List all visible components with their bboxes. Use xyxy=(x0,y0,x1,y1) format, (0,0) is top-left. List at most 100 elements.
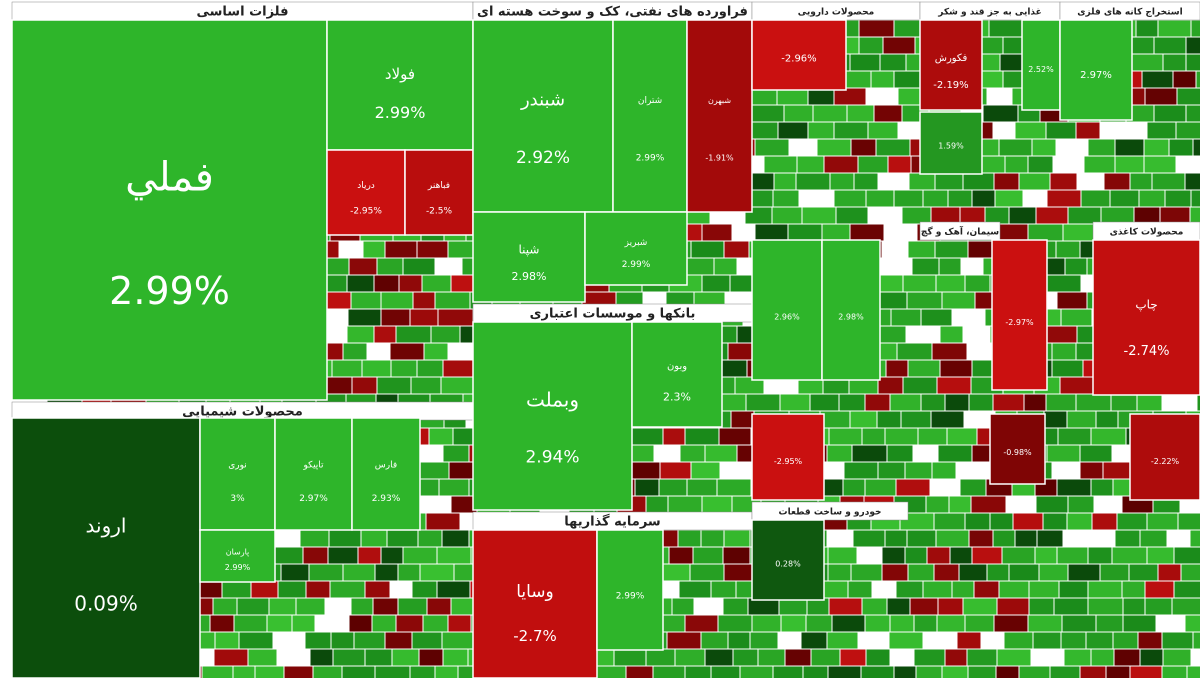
tile xyxy=(326,19,474,151)
filler-tile xyxy=(1184,172,1200,191)
tile-value: -2.74% xyxy=(1124,344,1170,359)
tile xyxy=(274,417,353,531)
sector-title: فلزات اساسی xyxy=(196,5,288,20)
filler-tile xyxy=(1190,648,1200,667)
filler-tile xyxy=(437,308,475,327)
filler-tile xyxy=(425,512,463,531)
filler-tile xyxy=(1180,563,1200,582)
filler-tile xyxy=(629,427,667,446)
tile xyxy=(11,19,328,401)
filler-tile xyxy=(436,580,474,599)
filler-tile xyxy=(1173,546,1200,565)
filler-tile xyxy=(1087,597,1125,616)
tile-label: نوری xyxy=(228,461,247,471)
filler-tile xyxy=(801,206,839,225)
filler-tile xyxy=(1129,665,1167,678)
tile-value: 2.99% xyxy=(375,103,426,122)
filler-tile xyxy=(308,563,346,582)
tile-value: 2.98% xyxy=(512,270,547,283)
tile-value: -0.98% xyxy=(1003,448,1032,457)
filler-tile xyxy=(1190,19,1200,38)
filler-tile xyxy=(1079,444,1117,463)
filler-tile xyxy=(347,308,385,327)
filler-tile xyxy=(1177,512,1200,531)
filler-tile xyxy=(1030,648,1068,667)
tile xyxy=(751,239,823,381)
filler-tile xyxy=(1100,206,1138,225)
filler-tile xyxy=(831,614,869,633)
filler-tile xyxy=(1196,393,1200,412)
filler-tile xyxy=(1056,478,1094,497)
tile xyxy=(1021,19,1061,111)
tile-value: 0.28% xyxy=(775,560,801,569)
filler-tile xyxy=(1001,546,1039,565)
filler-tile xyxy=(884,427,922,446)
filler-tile xyxy=(754,138,792,157)
filler-tile xyxy=(1042,325,1080,344)
tile-value: 2.99% xyxy=(622,260,651,270)
filler-tile xyxy=(666,631,704,650)
filler-tile xyxy=(718,427,756,446)
filler-tile xyxy=(935,529,973,548)
filler-tile xyxy=(1057,427,1095,446)
filler-tile xyxy=(1185,36,1200,55)
tile-value: -2.95% xyxy=(350,207,382,217)
tile xyxy=(751,413,825,501)
filler-tile xyxy=(1087,580,1125,599)
filler-tile xyxy=(678,580,716,599)
filler-tile xyxy=(823,155,861,174)
tile-label: شبهرن xyxy=(708,96,731,105)
tile-value: -2.95% xyxy=(774,457,803,466)
filler-tile xyxy=(719,461,757,480)
tile xyxy=(326,149,406,236)
tile-value: 2.99% xyxy=(109,269,230,313)
filler-tile xyxy=(851,444,889,463)
tile-value: 2.96% xyxy=(774,313,800,322)
filler-tile xyxy=(867,206,905,225)
tile xyxy=(821,239,881,381)
filler-tile xyxy=(613,648,651,667)
tile-label: وبملت xyxy=(526,387,579,411)
filler-tile xyxy=(798,189,836,208)
sector-header xyxy=(919,221,1001,241)
filler-tile xyxy=(1027,223,1065,242)
filler-tile xyxy=(930,410,968,429)
filler-tile xyxy=(858,19,896,38)
filler-tile xyxy=(1027,614,1065,633)
filler-tile xyxy=(329,580,367,599)
filler-tile xyxy=(1192,138,1200,157)
filler-tile xyxy=(384,240,422,259)
tile xyxy=(596,529,664,651)
filler-tile xyxy=(1046,189,1084,208)
tile-value: -2.97% xyxy=(1005,318,1034,327)
tile-value: -2.22% xyxy=(1151,457,1180,466)
tile xyxy=(919,111,983,175)
filler-tile xyxy=(332,648,370,667)
tile-value: 2.94% xyxy=(525,447,579,467)
tile xyxy=(584,211,688,286)
filler-tile xyxy=(988,19,1026,38)
sector-title: فراورده های نفتی، کک و سوخت هسته ای xyxy=(477,5,748,20)
tile-value: 2.98% xyxy=(838,313,864,322)
tile-label: فکورش xyxy=(935,53,968,64)
filler-tile xyxy=(739,665,777,678)
filler-tile xyxy=(1189,206,1200,225)
tile-label: شبندر xyxy=(520,90,565,111)
tile-label: شبریز xyxy=(624,238,648,248)
filler-tile xyxy=(787,223,825,242)
filler-tile xyxy=(902,274,940,293)
filler-tile xyxy=(882,36,920,55)
filler-tile xyxy=(865,87,903,106)
sector-title: محصولات دارویی xyxy=(798,8,874,18)
filler-tile xyxy=(440,376,478,395)
tile xyxy=(199,417,276,531)
filler-tile xyxy=(419,563,457,582)
filler-tile xyxy=(1173,580,1200,599)
tile xyxy=(991,239,1048,391)
filler-tile xyxy=(982,104,1020,123)
filler-tile xyxy=(993,614,1031,633)
filler-tile xyxy=(1067,206,1105,225)
sector-title: محصولات کاغذی xyxy=(1110,228,1184,238)
filler-tile xyxy=(380,291,418,310)
filler-tile xyxy=(951,308,989,327)
